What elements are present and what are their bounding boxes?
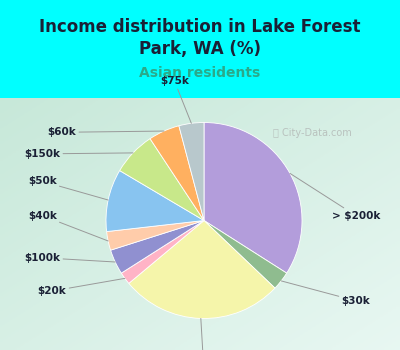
Wedge shape: [129, 220, 275, 318]
Text: $50k: $50k: [28, 176, 108, 200]
Text: Income distribution in Lake Forest
Park, WA (%): Income distribution in Lake Forest Park,…: [39, 18, 361, 58]
Text: $75k: $75k: [160, 76, 191, 123]
Text: ⓘ City-Data.com: ⓘ City-Data.com: [273, 128, 351, 138]
Wedge shape: [179, 122, 204, 220]
Text: Asian residents: Asian residents: [139, 66, 261, 80]
Text: $40k: $40k: [28, 211, 108, 241]
Wedge shape: [204, 122, 302, 273]
Text: $30k: $30k: [281, 281, 370, 306]
Text: > $200k: > $200k: [290, 173, 380, 220]
Text: $20k: $20k: [38, 278, 125, 296]
Wedge shape: [120, 139, 204, 220]
Text: $100k: $100k: [24, 253, 115, 263]
Text: $150k: $150k: [24, 149, 133, 159]
Wedge shape: [121, 220, 204, 284]
Wedge shape: [150, 126, 204, 220]
Text: $60k: $60k: [48, 127, 164, 137]
Wedge shape: [106, 170, 204, 232]
Wedge shape: [204, 220, 287, 288]
Text: $200k: $200k: [186, 318, 222, 350]
Wedge shape: [107, 220, 204, 250]
Wedge shape: [111, 220, 204, 273]
